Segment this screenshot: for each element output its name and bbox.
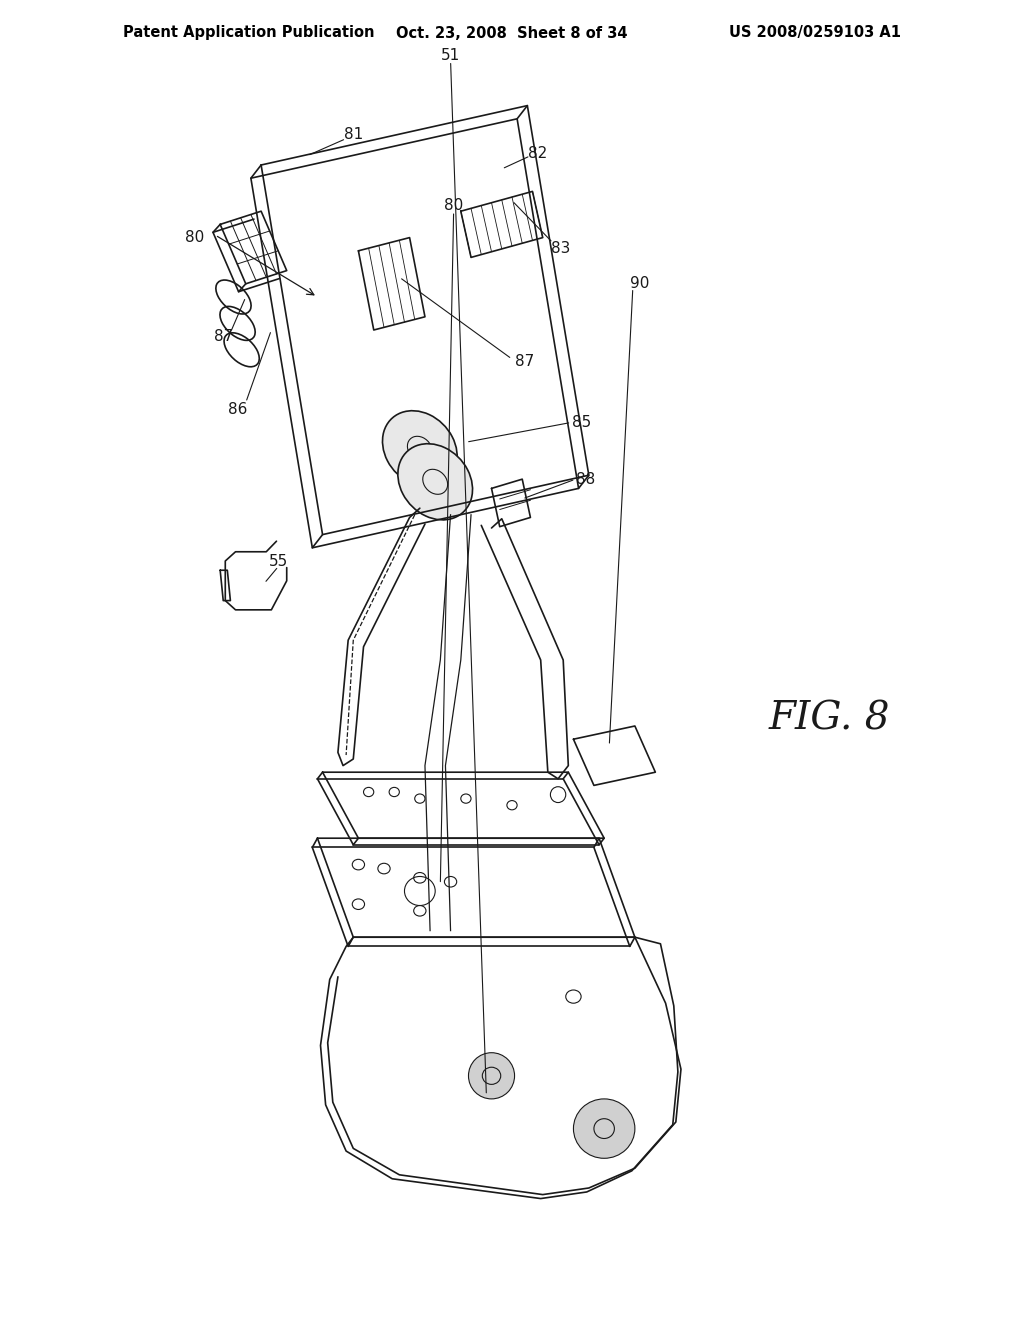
Text: 55: 55 — [269, 553, 288, 569]
Text: US 2008/0259103 A1: US 2008/0259103 A1 — [729, 25, 901, 41]
Text: 51: 51 — [441, 48, 460, 63]
Ellipse shape — [398, 444, 472, 520]
Text: Patent Application Publication: Patent Application Publication — [123, 25, 375, 41]
Text: 87: 87 — [515, 354, 534, 370]
Text: 81: 81 — [344, 127, 362, 143]
Text: 88: 88 — [577, 471, 595, 487]
Text: 85: 85 — [572, 414, 591, 430]
Ellipse shape — [383, 411, 457, 487]
Ellipse shape — [573, 1098, 635, 1159]
Text: Oct. 23, 2008  Sheet 8 of 34: Oct. 23, 2008 Sheet 8 of 34 — [396, 25, 628, 41]
Text: 87: 87 — [214, 329, 232, 345]
Text: FIG. 8: FIG. 8 — [769, 701, 890, 738]
Text: 90: 90 — [631, 276, 649, 292]
Text: 80: 80 — [444, 198, 463, 214]
Text: 83: 83 — [552, 240, 570, 256]
Text: 82: 82 — [528, 145, 547, 161]
Text: 80: 80 — [185, 230, 204, 246]
Ellipse shape — [468, 1053, 514, 1098]
Text: 86: 86 — [228, 401, 247, 417]
